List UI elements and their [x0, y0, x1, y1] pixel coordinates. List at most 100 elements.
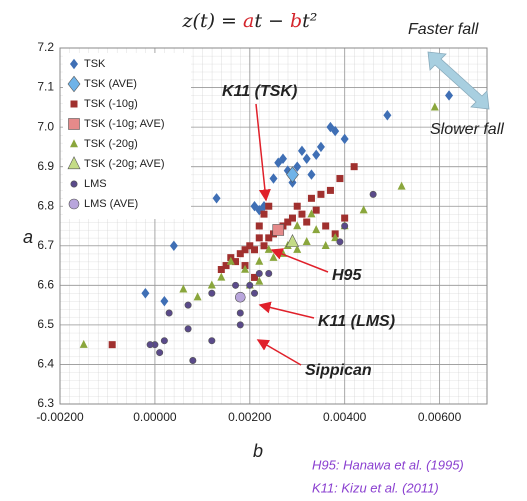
title-part: b	[290, 10, 302, 32]
point	[193, 292, 202, 301]
point	[307, 209, 316, 218]
point	[303, 218, 311, 226]
point	[236, 250, 244, 258]
point	[322, 222, 330, 230]
point	[255, 276, 264, 285]
point	[341, 214, 349, 222]
point	[312, 206, 320, 214]
point	[265, 202, 273, 210]
point	[326, 186, 334, 194]
point	[67, 156, 81, 170]
x-tick-label: 0.00400	[323, 410, 367, 424]
title-part: z(t) =	[182, 10, 243, 32]
point	[293, 161, 302, 172]
point	[278, 153, 287, 164]
x-axis-label: b	[253, 441, 263, 461]
annotation: K11 (TSK)	[222, 83, 297, 100]
plot-frame	[59, 47, 488, 405]
point	[307, 169, 316, 180]
point	[293, 244, 302, 253]
point	[246, 242, 254, 250]
point	[265, 234, 273, 242]
annotation: Slower fall	[430, 121, 504, 138]
y-tick-label: 7.2	[37, 40, 54, 54]
point	[70, 58, 78, 70]
point	[222, 262, 230, 270]
point	[341, 222, 349, 230]
note: K11: Kizu et al. (2011)	[312, 480, 439, 495]
point	[286, 166, 299, 183]
legend-label: LMS (AVE)	[84, 198, 138, 210]
point	[312, 225, 321, 234]
y-tick-label: 6.6	[37, 278, 54, 292]
point	[265, 269, 273, 277]
legend-label: TSK (AVE)	[84, 78, 137, 90]
point	[251, 273, 259, 281]
point	[232, 258, 240, 266]
point	[141, 288, 150, 299]
legend-label: TSK (-20g)	[84, 138, 138, 150]
point	[232, 281, 240, 289]
point	[146, 341, 154, 349]
point	[260, 210, 268, 218]
point	[369, 190, 377, 198]
point	[255, 269, 263, 277]
point	[208, 337, 216, 345]
point	[108, 341, 116, 349]
point	[160, 295, 169, 307]
point	[302, 153, 311, 164]
direction-arrow	[427, 51, 490, 110]
annotation-arrow	[258, 301, 315, 319]
y-tick-label: 7.0	[37, 119, 54, 133]
point	[68, 118, 80, 130]
x-tick-label: 0.00600	[418, 410, 462, 424]
point	[272, 224, 285, 236]
title-part: t²	[302, 10, 317, 32]
title-part: t −	[254, 10, 290, 32]
y-tick-label: 6.7	[37, 238, 54, 252]
point	[298, 210, 306, 218]
legend-box	[63, 53, 191, 219]
x-tick-label: 0.00000	[133, 410, 177, 424]
point	[397, 181, 406, 190]
point	[255, 234, 263, 242]
point	[241, 246, 249, 254]
point	[293, 202, 301, 210]
point	[184, 301, 192, 309]
point	[179, 284, 188, 293]
legend-label: LMS	[84, 178, 107, 190]
point	[189, 356, 197, 364]
point	[430, 102, 439, 111]
legend-label: TSK (-10g; AVE)	[84, 118, 165, 130]
point	[70, 100, 78, 108]
point	[208, 289, 216, 297]
y-tick-label: 6.4	[37, 357, 54, 371]
legend-label: TSK (-10g)	[84, 98, 138, 110]
point	[67, 75, 81, 93]
point	[445, 90, 454, 101]
point	[274, 157, 283, 168]
x-tick-label: -0.00200	[36, 410, 84, 424]
point	[302, 237, 311, 246]
point	[288, 214, 296, 222]
legend-label: TSK (-20g; AVE)	[84, 158, 165, 170]
point	[297, 145, 306, 157]
point	[70, 180, 78, 188]
point	[255, 256, 264, 265]
note: H95: Hanawa et al. (1995)	[312, 457, 464, 472]
point	[285, 233, 299, 247]
point	[212, 193, 221, 204]
y-tick-label: 6.3	[37, 396, 54, 410]
point	[68, 198, 80, 210]
y-tick-label: 6.5	[37, 317, 54, 331]
point	[217, 272, 226, 281]
point	[321, 240, 330, 249]
point	[317, 190, 325, 198]
point	[260, 242, 268, 250]
point	[340, 133, 349, 145]
point	[217, 266, 225, 274]
point	[336, 175, 344, 183]
point	[234, 291, 246, 303]
point	[251, 246, 259, 254]
